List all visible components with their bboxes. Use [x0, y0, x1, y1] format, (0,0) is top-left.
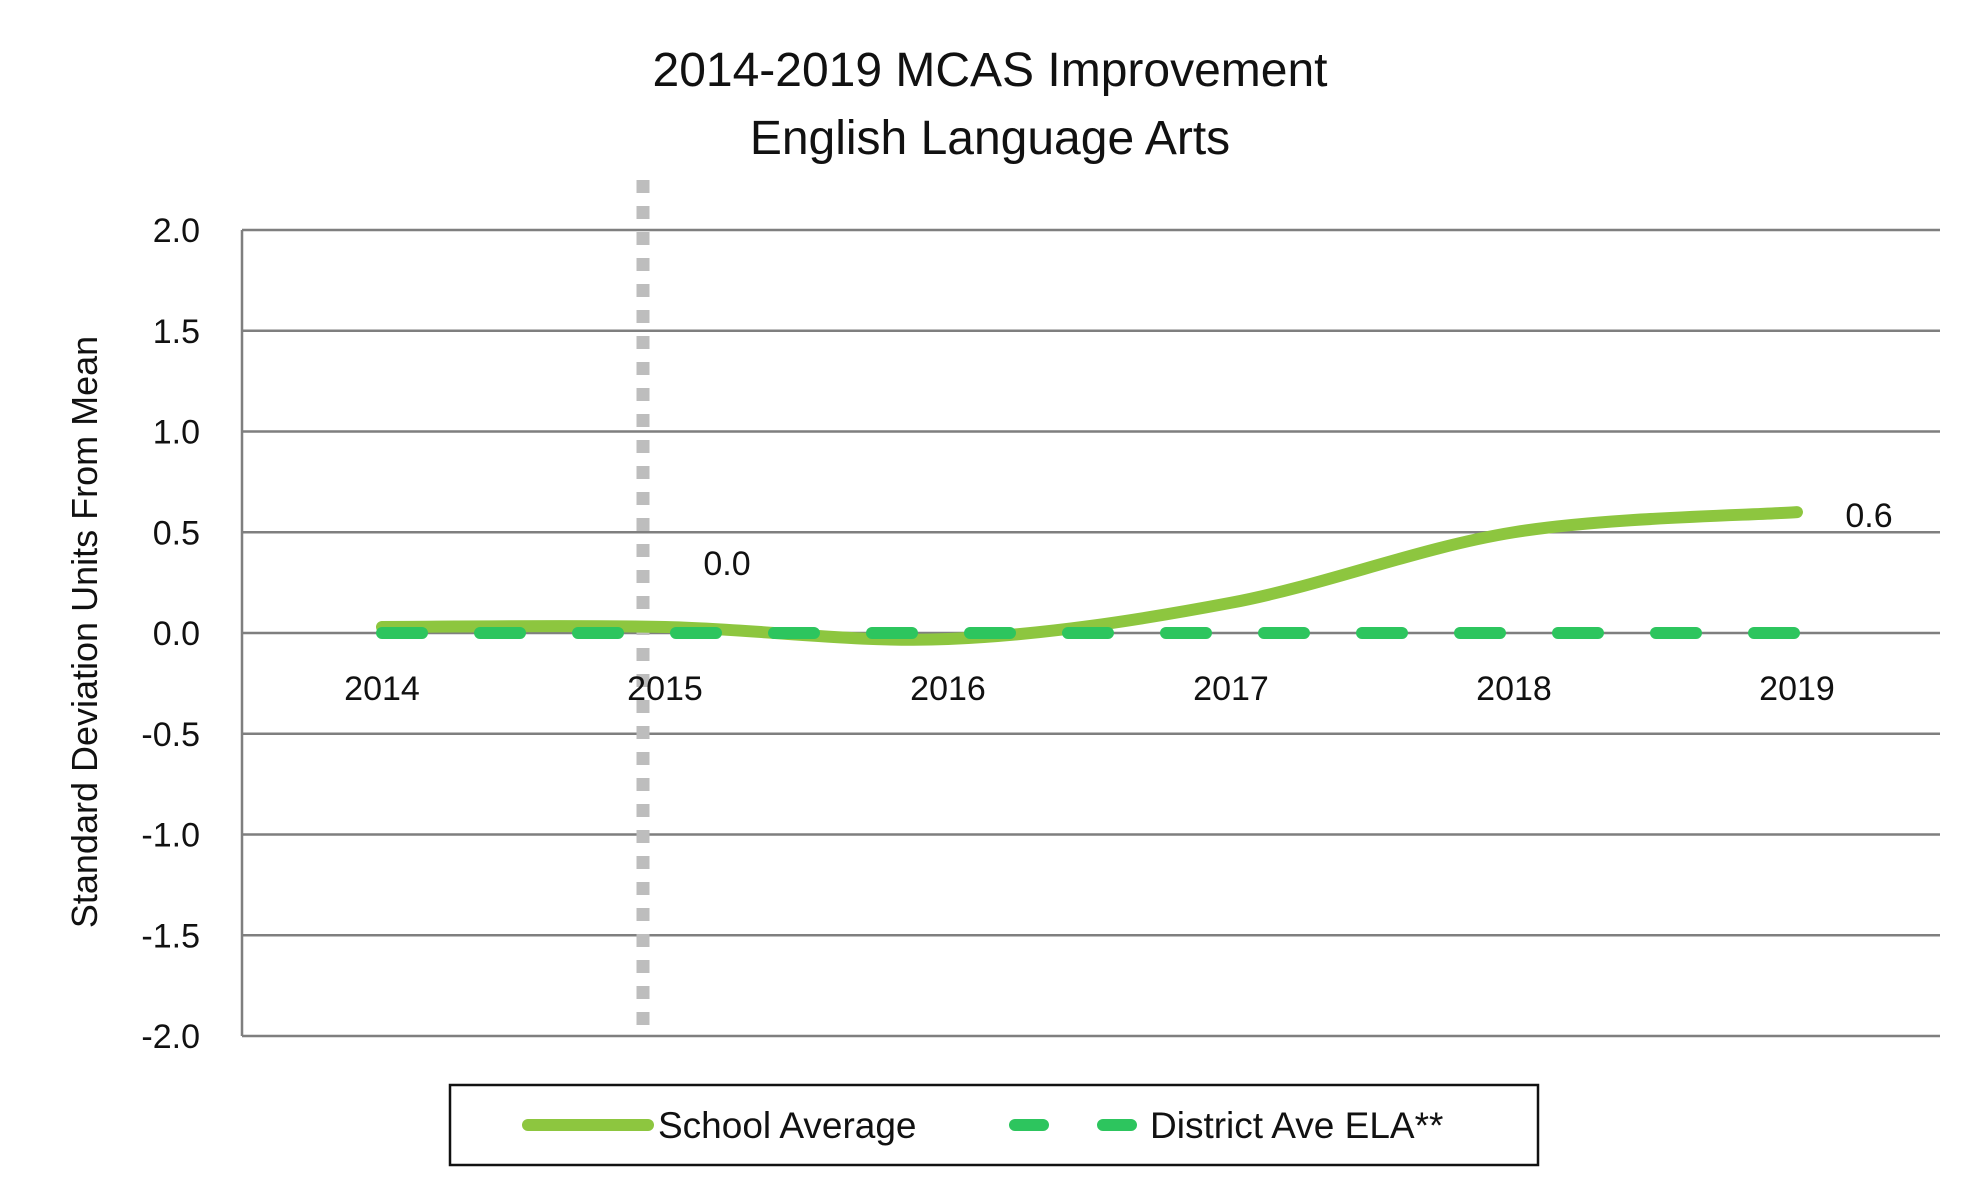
data-point [1230, 632, 1232, 634]
y-tick-label: 1.0 [153, 414, 200, 452]
y-tick-label: -1.0 [141, 817, 200, 855]
y-axis-title: Standard Deviation Units From Mean [64, 336, 105, 928]
data-point [947, 638, 949, 640]
y-tick-label: -2.0 [141, 1018, 200, 1056]
chart-title-line-1: 2014-2019 MCAS Improvement [653, 44, 1328, 97]
x-tick-label: 2016 [910, 670, 986, 708]
x-tick-label: 2015 [627, 670, 703, 708]
x-tick-label: 2019 [1759, 670, 1835, 708]
data-point [1796, 632, 1798, 634]
data-point [947, 632, 949, 634]
y-tick-label: -1.5 [141, 917, 200, 955]
y-tick-label: -0.5 [141, 716, 200, 754]
data-point [664, 632, 666, 634]
x-tick-label: 2017 [1193, 670, 1269, 708]
y-tick-labels: 2.0 1.5 1.0 0.5 0.0 -0.5 -1.0 -1.5 -2.0 [141, 212, 200, 1056]
y-tick-label: 2.0 [153, 212, 200, 250]
series-line-school-average [376, 506, 1803, 646]
data-labels: 0.0 0.6 [703, 497, 1892, 583]
data-point [381, 632, 383, 634]
data-point [1513, 632, 1515, 634]
data-point [1796, 511, 1798, 513]
data-point [1230, 602, 1232, 604]
series-lines [376, 506, 1803, 646]
legend-label-district-ave: District Ave ELA** [1150, 1105, 1443, 1146]
chart-title-line-2: English Language Arts [750, 112, 1230, 165]
data-point [664, 626, 666, 628]
x-tick-label: 2014 [344, 670, 420, 708]
data-label: 0.0 [703, 545, 750, 583]
data-label: 0.6 [1845, 497, 1892, 535]
legend: School Average District Ave ELA** [448, 1083, 1540, 1167]
legend-label-school-average: School Average [658, 1105, 917, 1146]
x-tick-label: 2018 [1476, 670, 1552, 708]
x-tick-labels: 2014 2015 2016 2017 2018 2019 [344, 670, 1835, 708]
y-tick-label: 0.0 [153, 615, 200, 653]
y-tick-label: 1.5 [153, 313, 200, 351]
y-tick-label: 0.5 [153, 514, 200, 552]
data-point [1513, 531, 1515, 533]
